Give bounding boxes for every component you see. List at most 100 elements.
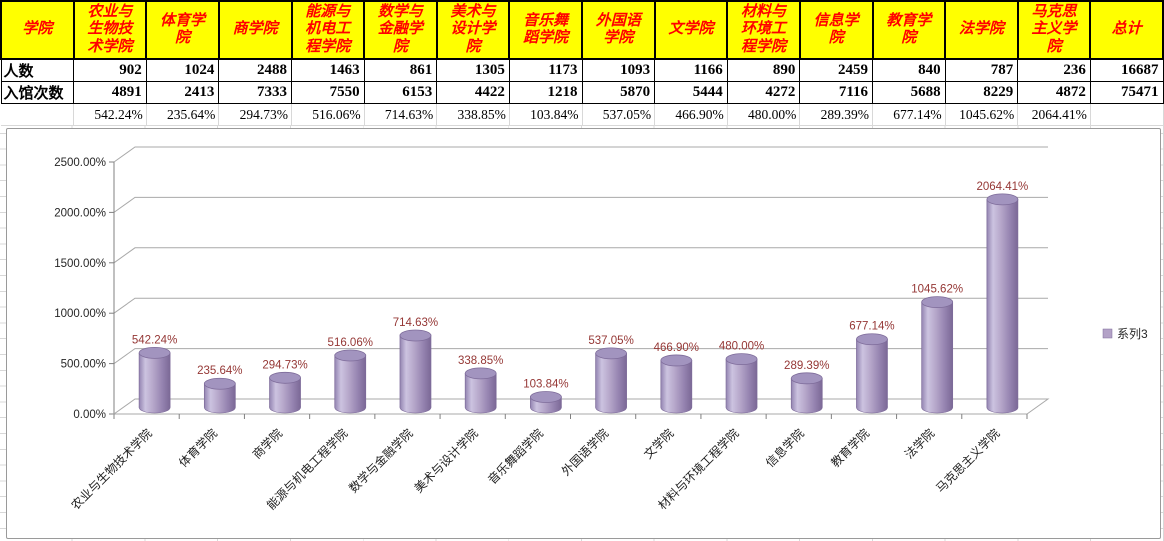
bar-cylinder[interactable] bbox=[986, 199, 1018, 408]
table-cell[interactable]: 75471 bbox=[1089, 81, 1164, 104]
table-cell[interactable]: 16687 bbox=[1089, 58, 1164, 82]
bar-data-label: 537.05% bbox=[588, 335, 633, 347]
value-axis-label: 500.00% bbox=[61, 359, 106, 371]
row-label[interactable] bbox=[1, 103, 75, 126]
table-cell[interactable]: 787 bbox=[944, 58, 1019, 82]
bar-data-label: 466.90% bbox=[654, 342, 699, 354]
bar-data-label: 235.64% bbox=[197, 365, 242, 377]
table-cell[interactable]: 1218 bbox=[508, 81, 583, 104]
table-cell[interactable]: 6153 bbox=[363, 81, 438, 104]
category-label: 外国语学院 bbox=[558, 426, 611, 479]
chart-floor bbox=[112, 398, 1050, 415]
chart[interactable]: 0.00% 500.00% 1000.00% 1500.00% 2000.00% 2500… bbox=[6, 128, 1161, 539]
table-cell[interactable]: 1463 bbox=[291, 58, 365, 82]
table-cell[interactable]: 338.85% bbox=[436, 103, 510, 126]
column-header[interactable]: 总计 bbox=[1089, 0, 1164, 60]
ratio-row: 542.24% 235.64% 294.73% 516.06% 714.63% 338.8… bbox=[1, 103, 1164, 126]
column-header[interactable]: 法学院 bbox=[944, 0, 1019, 60]
bar-cylinder-top bbox=[464, 367, 497, 380]
table-cell[interactable]: 5870 bbox=[581, 81, 656, 104]
value-axis-label: 0.00% bbox=[73, 409, 106, 421]
table-cell[interactable]: 890 bbox=[726, 58, 801, 82]
bar-cylinder[interactable] bbox=[726, 359, 758, 408]
category-label: 商学院 bbox=[249, 426, 285, 462]
table-cell[interactable]: 1093 bbox=[581, 58, 656, 82]
column-header[interactable]: 文学院 bbox=[653, 0, 729, 60]
column-header[interactable]: 音乐舞蹈学院 bbox=[508, 0, 583, 60]
bar-cylinder[interactable] bbox=[139, 352, 171, 408]
table-cell[interactable]: 236 bbox=[1017, 58, 1091, 82]
bar-cylinder[interactable] bbox=[334, 355, 366, 408]
bar-data-label: 516.06% bbox=[328, 337, 373, 349]
table-cell[interactable]: 5688 bbox=[872, 81, 946, 104]
table-cell[interactable]: 4872 bbox=[1017, 81, 1091, 104]
column-header[interactable]: 商学院 bbox=[217, 0, 293, 60]
bar-cylinder[interactable] bbox=[204, 383, 236, 408]
legend-marker[interactable] bbox=[1102, 328, 1113, 339]
column-header[interactable]: 材料与环境工程学院 bbox=[726, 0, 801, 60]
bar-cylinder[interactable] bbox=[595, 353, 627, 408]
table-cell[interactable]: 2488 bbox=[218, 58, 292, 82]
table-cell[interactable]: 7116 bbox=[799, 81, 873, 104]
bar-data-label: 338.85% bbox=[458, 355, 503, 367]
column-header[interactable]: 信息学院 bbox=[798, 0, 874, 60]
column-header[interactable]: 农业与生物技术学院 bbox=[72, 0, 148, 60]
row-label[interactable]: 入馆次数 bbox=[0, 81, 75, 104]
table-cell[interactable]: 5444 bbox=[654, 81, 728, 104]
table-cell[interactable]: 7550 bbox=[291, 81, 365, 104]
category-label: 农业与生物技术学院 bbox=[68, 426, 155, 513]
table-cell[interactable]: 2064.41% bbox=[1017, 103, 1091, 126]
table-cell[interactable] bbox=[1090, 103, 1164, 126]
bar-cylinder-top bbox=[203, 377, 236, 390]
table-cell[interactable]: 235.64% bbox=[146, 103, 220, 126]
column-header[interactable]: 能源与机电工程学院 bbox=[290, 0, 366, 60]
table-cell[interactable]: 2459 bbox=[799, 58, 873, 82]
table-cell[interactable]: 1024 bbox=[145, 58, 220, 82]
table-cell[interactable]: 103.84% bbox=[509, 103, 583, 126]
table-cell[interactable]: 902 bbox=[73, 58, 147, 82]
table-cell[interactable]: 2413 bbox=[145, 81, 220, 104]
table-cell[interactable]: 1166 bbox=[654, 58, 728, 82]
table-cell[interactable]: 8229 bbox=[944, 81, 1019, 104]
chart-canvas: 0.00% 500.00% 1000.00% 1500.00% 2000.00% 2500… bbox=[54, 146, 1148, 513]
table-cell[interactable]: 714.63% bbox=[364, 103, 438, 126]
bar-cylinder[interactable] bbox=[856, 339, 888, 408]
column-header[interactable]: 体育学院 bbox=[145, 0, 220, 60]
table-cell[interactable]: 1305 bbox=[436, 58, 510, 82]
bar-data-label: 103.84% bbox=[523, 379, 568, 391]
people-row: 人数 902 1024 2488 1463 861 1305 1173 1093 1166 890 2… bbox=[0, 58, 1164, 82]
table-corner-label[interactable]: 学院 bbox=[0, 0, 75, 60]
table-cell[interactable]: 516.06% bbox=[291, 103, 365, 126]
row-label[interactable]: 人数 bbox=[0, 58, 75, 82]
table-cell[interactable]: 4891 bbox=[73, 81, 147, 104]
column-header[interactable]: 外国语学院 bbox=[581, 0, 656, 60]
bar-cylinder[interactable] bbox=[921, 302, 953, 408]
column-header[interactable]: 马克思主义学院 bbox=[1016, 0, 1092, 60]
legend-label[interactable]: 系列3 bbox=[1117, 327, 1148, 341]
bar-data-label: 2064.41% bbox=[976, 181, 1028, 193]
table-cell[interactable]: 542.24% bbox=[73, 103, 147, 126]
value-axis-label: 1000.00% bbox=[54, 308, 106, 320]
table-cell[interactable]: 294.73% bbox=[218, 103, 292, 126]
table-cell[interactable]: 289.39% bbox=[799, 103, 873, 126]
column-header[interactable]: 美术与设计学院 bbox=[435, 0, 511, 60]
table-cell[interactable]: 7333 bbox=[218, 81, 292, 104]
table-cell[interactable]: 677.14% bbox=[872, 103, 946, 126]
bar-cylinder[interactable] bbox=[399, 335, 431, 408]
bar-data-label: 542.24% bbox=[132, 334, 177, 346]
table-cell[interactable]: 480.00% bbox=[727, 103, 801, 126]
column-header[interactable]: 数学与金融学院 bbox=[363, 0, 438, 60]
column-header[interactable]: 教育学院 bbox=[871, 0, 947, 60]
bar-cylinder[interactable] bbox=[660, 360, 692, 408]
table-cell[interactable]: 1173 bbox=[508, 58, 583, 82]
category-label: 文学院 bbox=[640, 426, 676, 462]
table-cell[interactable]: 1045.62% bbox=[945, 103, 1019, 126]
table-cell[interactable]: 537.05% bbox=[582, 103, 656, 126]
bar-cylinder-top bbox=[856, 333, 888, 346]
table-cell[interactable]: 840 bbox=[872, 58, 946, 82]
table-cell[interactable]: 861 bbox=[363, 58, 438, 82]
table-cell[interactable]: 4272 bbox=[726, 81, 801, 104]
table-cell[interactable]: 4422 bbox=[436, 81, 510, 104]
bar-data-label: 289.39% bbox=[784, 360, 829, 372]
table-cell[interactable]: 466.90% bbox=[654, 103, 728, 126]
